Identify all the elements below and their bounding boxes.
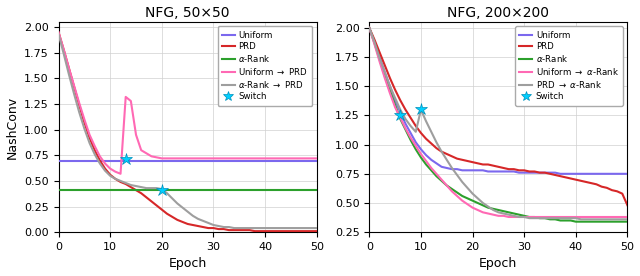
X-axis label: Epoch: Epoch: [168, 258, 207, 270]
Y-axis label: NashConv: NashConv: [6, 95, 19, 159]
Title: NFG, 200×200: NFG, 200×200: [447, 6, 549, 20]
Legend: Uniform, PRD, $\alpha$-Rank, Uniform $\rightarrow$ $\alpha$-Rank, PRD $\rightarr: Uniform, PRD, $\alpha$-Rank, Uniform $\r…: [515, 26, 623, 106]
Title: NFG, 50×50: NFG, 50×50: [145, 6, 230, 20]
Legend: Uniform, PRD, $\alpha$-Rank, Uniform $\rightarrow$ PRD, $\alpha$-Rank $\rightarr: Uniform, PRD, $\alpha$-Rank, Uniform $\r…: [218, 26, 312, 106]
X-axis label: Epoch: Epoch: [479, 258, 518, 270]
